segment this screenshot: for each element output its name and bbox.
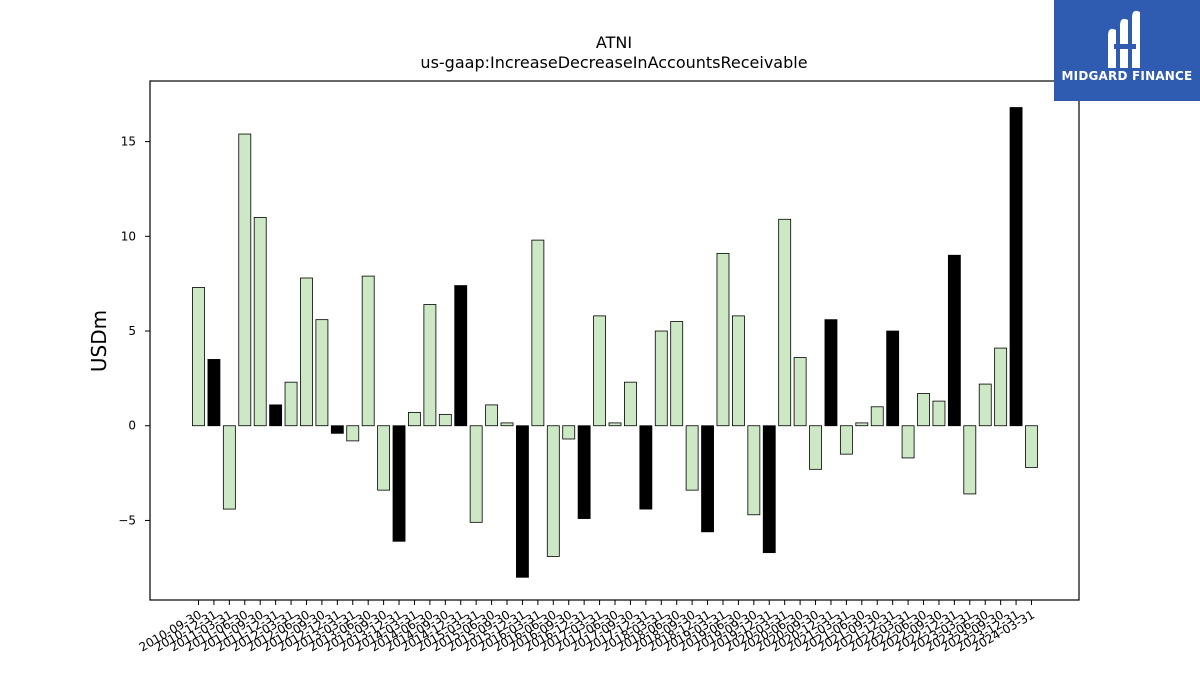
bar-2023-03-31 <box>963 425 977 495</box>
bar-2019-06-30 <box>731 315 745 427</box>
bar-2014-06-30 <box>423 304 437 427</box>
bar-2022-09-30 <box>932 400 946 427</box>
bar-2018-06-30 <box>670 321 684 427</box>
bar-2012-09-30 <box>315 319 329 427</box>
bar-2024-03-31 <box>1025 425 1038 468</box>
bar-2020-03-31 <box>778 218 792 427</box>
bar-2011-09-30 <box>253 216 267 427</box>
bar-2013-03-31 <box>346 425 360 442</box>
bar-2010-09-30 <box>192 287 205 427</box>
bar-2011-03-31 <box>222 425 236 510</box>
bar-2023-09-30 <box>994 347 1008 427</box>
bar-2016-03-31 <box>531 239 545 427</box>
bar-2021-12-31 <box>886 330 900 427</box>
bar-2019-03-31 <box>716 252 730 427</box>
logo-text: MIDGARD FINANCE <box>1061 69 1193 83</box>
y-tick-label: 15 <box>121 135 136 149</box>
bar-2013-06-30 <box>361 275 375 427</box>
y-axis: −5 0 5 10 15 <box>118 135 150 527</box>
bar-2021-06-30 <box>855 422 869 427</box>
bar-2021-03-31 <box>839 425 853 455</box>
midgard-finance-logo: MIDGARD FINANCE <box>1054 0 1200 101</box>
bar-2010-12-31 <box>207 359 221 427</box>
bar-2023-06-30 <box>978 383 992 427</box>
bars-group <box>192 107 1038 578</box>
y-axis-label: USDm <box>87 310 111 372</box>
bar-2018-12-31 <box>701 425 714 533</box>
bar-2020-09-30 <box>809 425 822 470</box>
bar-2018-09-30 <box>685 425 699 491</box>
bar-2016-06-30 <box>546 425 560 557</box>
y-tick-label: −5 <box>118 513 136 527</box>
bar-2013-09-30 <box>377 425 391 491</box>
chart-title: ATNI <box>596 33 632 52</box>
bar-2015-09-30 <box>500 422 514 427</box>
bar-2017-03-31 <box>593 315 606 427</box>
bar-2017-06-30 <box>608 422 622 427</box>
y-tick-label: 10 <box>121 229 136 243</box>
bar-2012-12-31 <box>330 425 344 434</box>
bar-2015-12-31 <box>516 425 529 578</box>
bar-2023-12-31 <box>1009 107 1023 427</box>
bar-2013-12-31 <box>392 425 406 542</box>
bar-2017-09-30 <box>624 381 637 427</box>
bar-2012-06-30 <box>300 277 313 427</box>
bar-2012-03-31 <box>284 381 298 427</box>
bar-2016-09-30 <box>562 425 576 440</box>
bar-2018-03-31 <box>654 330 668 427</box>
bar-2022-12-31 <box>947 254 961 427</box>
bar-2015-06-30 <box>485 404 499 427</box>
bar-2015-03-31 <box>469 425 483 523</box>
logo-mark-icon <box>1108 10 1140 68</box>
bar-2014-12-31 <box>454 285 468 427</box>
bar-2016-12-31 <box>577 425 591 519</box>
bar-2020-06-30 <box>793 357 807 427</box>
bar-2017-12-31 <box>639 425 653 510</box>
x-axis: 2010-09-302010-12-312011-03-312011-06-30… <box>137 600 1037 654</box>
chart-subtitle: us-gaap:IncreaseDecreaseInAccountsReceiv… <box>420 53 807 72</box>
bar-2021-09-30 <box>870 406 884 427</box>
y-tick-label: 5 <box>128 324 136 338</box>
bar-2014-09-30 <box>438 413 452 427</box>
bar-2020-12-31 <box>824 319 838 427</box>
bar-2019-09-30 <box>747 425 761 516</box>
y-tick-label: 0 <box>128 419 136 433</box>
bar-2011-06-30 <box>238 133 252 427</box>
bar-2014-03-31 <box>408 412 421 427</box>
bar-2019-12-31 <box>762 425 776 554</box>
bar-2011-12-31 <box>269 404 283 427</box>
bar-2022-03-31 <box>901 425 915 459</box>
bar-2022-06-30 <box>917 393 930 427</box>
plot-frame <box>149 80 1080 601</box>
